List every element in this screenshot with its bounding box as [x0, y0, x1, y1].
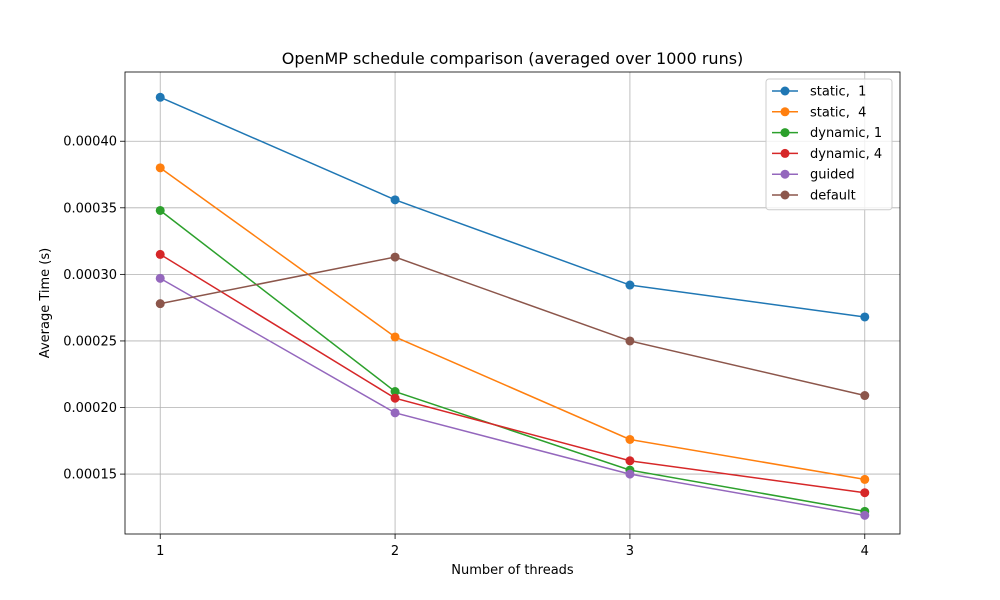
data-point: [155, 249, 165, 259]
data-point: [390, 408, 400, 418]
y-tick-label: 0.00040: [63, 135, 117, 150]
legend-label: dynamic, 1: [810, 126, 882, 141]
data-point: [625, 456, 635, 466]
chart-title: OpenMP schedule comparison (averaged ove…: [282, 49, 744, 68]
series-5: [155, 252, 870, 401]
legend-item: static, 1: [772, 85, 866, 100]
data-point: [390, 393, 400, 403]
series-line: [160, 256, 865, 397]
series-1: [155, 163, 870, 484]
data-point: [625, 336, 635, 346]
data-point: [155, 163, 165, 173]
series-4: [155, 273, 870, 520]
series-line: [159, 253, 865, 494]
legend-item: guided: [772, 168, 855, 183]
legend-label: dynamic, 4: [810, 147, 882, 162]
data-point: [860, 474, 870, 484]
data-point: [625, 434, 635, 444]
y-tick-label: 0.00035: [63, 201, 117, 216]
legend-item: dynamic, 1: [772, 126, 882, 141]
series-3: [155, 249, 870, 498]
x-axis-label: Number of threads: [451, 563, 574, 578]
data-point: [390, 252, 400, 262]
legend-swatch-marker: [780, 128, 790, 138]
legend-label: guided: [810, 168, 855, 183]
data-point: [390, 332, 400, 342]
legend-swatch-marker: [780, 107, 790, 117]
legend-label: static, 4: [810, 105, 866, 120]
series-line: [159, 96, 865, 318]
series-0: [155, 92, 870, 322]
data-point: [155, 273, 165, 283]
legend-item: static, 4: [772, 105, 866, 120]
legend-item: default: [772, 189, 856, 204]
legend-swatch-marker: [780, 190, 790, 200]
data-point: [860, 312, 870, 322]
axes-frame: [124, 71, 901, 535]
x-tick-label: 3: [626, 544, 634, 559]
x-tick-label: 2: [391, 544, 399, 559]
data-point: [625, 280, 635, 290]
y-tick-label: 0.00020: [63, 401, 117, 416]
legend-item: dynamic, 4: [772, 147, 882, 162]
legend-label: default: [810, 189, 856, 204]
data-point: [860, 510, 870, 520]
y-tick-label: 0.00030: [63, 268, 117, 283]
data-point: [155, 92, 165, 102]
legend-swatch-marker: [780, 86, 790, 96]
x-axis-ticks: 1 2 3 4: [156, 534, 869, 559]
series-line: [159, 277, 865, 517]
y-tick-label: 0.00025: [63, 334, 117, 349]
legend-swatch-marker: [780, 148, 790, 158]
data-point: [860, 488, 870, 498]
data-point: [860, 391, 870, 401]
data-point: [155, 299, 165, 309]
series-layer: [155, 92, 870, 520]
x-tick-label: 1: [156, 544, 164, 559]
data-point: [390, 195, 400, 205]
y-axis-label: Average Time (s): [38, 248, 53, 358]
legend-label: static, 1: [810, 85, 866, 100]
y-tick-label: 0.00015: [63, 468, 117, 483]
series-line: [159, 167, 865, 481]
series-2: [155, 205, 870, 516]
legend-swatch-marker: [780, 169, 790, 179]
series-line: [159, 209, 865, 513]
data-point: [625, 469, 635, 479]
data-point: [155, 205, 165, 215]
legend: static, 1 static, 4 dynamic, 1 dynamic, 4 gu…: [765, 78, 893, 211]
data-point: [390, 387, 400, 397]
y-axis-ticks: 0.00015 0.00020 0.00025 0.00030 0.00035 0.000…: [63, 135, 125, 483]
x-tick-label: 4: [861, 544, 869, 559]
